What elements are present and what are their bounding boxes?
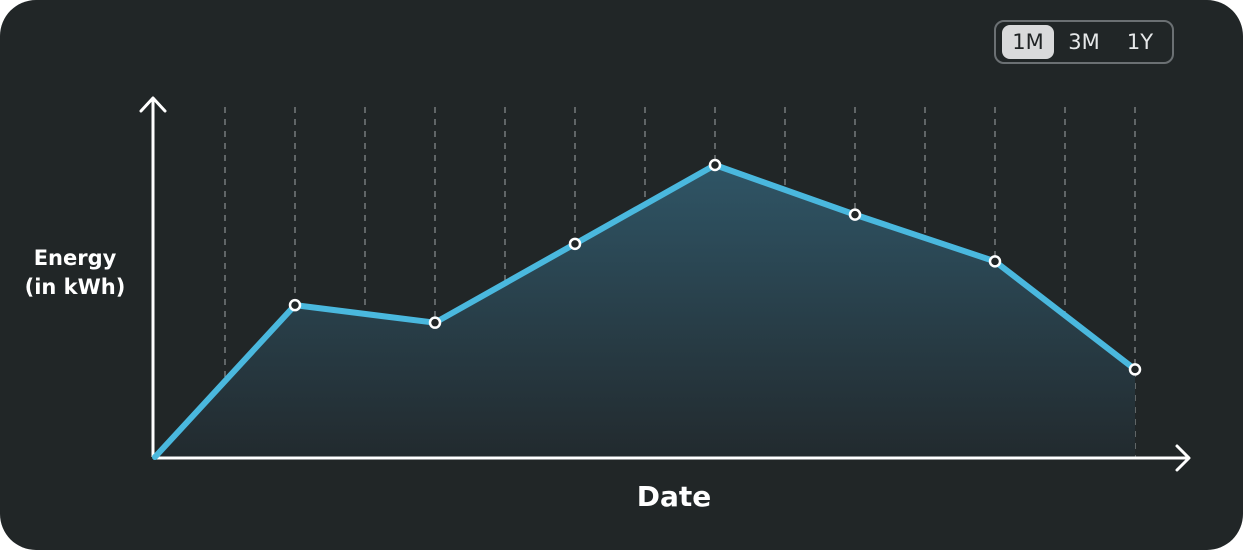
data-point[interactable] (290, 300, 300, 310)
y-axis-label-line-2: (in kWh) (14, 273, 136, 302)
data-point[interactable] (850, 210, 860, 220)
data-point[interactable] (990, 256, 1000, 266)
area-fill (155, 165, 1135, 457)
data-point[interactable] (710, 160, 720, 170)
data-point[interactable] (1130, 364, 1140, 374)
y-axis-label-line-1: Energy (14, 244, 136, 273)
x-axis-label: Date (574, 480, 774, 513)
data-point[interactable] (570, 239, 580, 249)
y-axis-label: Energy (in kWh) (14, 244, 136, 302)
data-point[interactable] (430, 318, 440, 328)
